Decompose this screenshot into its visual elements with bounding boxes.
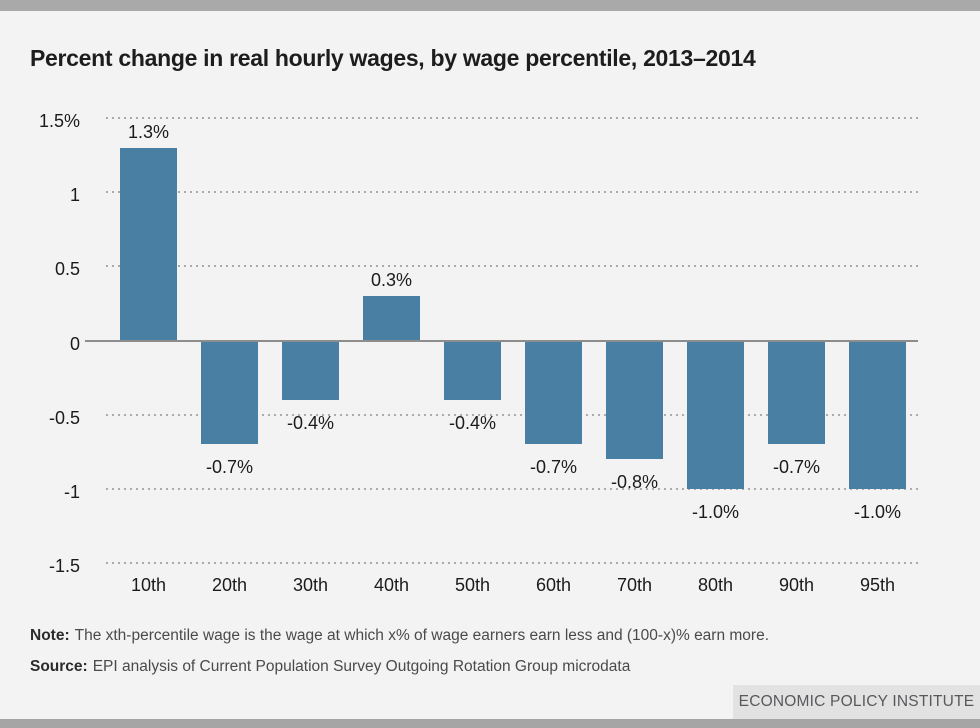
bar-value-label: -0.4% (286, 412, 335, 433)
note-text: The xth-percentile wage is the wage at w… (74, 627, 770, 644)
y-tick-label: 1 (69, 185, 80, 206)
bar-value-label: -1.0% (853, 501, 902, 522)
bottom-border-bar (0, 719, 980, 728)
gridline (106, 562, 918, 564)
bar-value-label: 0.3% (370, 270, 413, 290)
x-tick-label: 70th (616, 575, 653, 595)
x-tick-label: 80th (697, 575, 734, 595)
top-border-bar (0, 0, 980, 11)
bar-30th (282, 340, 339, 400)
gridline (106, 191, 918, 194)
bar-70th (606, 340, 663, 460)
y-tick-label: 1.5% (38, 111, 80, 131)
footer-brand-text: ECONOMIC POLICY INSTITUTE (738, 693, 975, 710)
bar-20th (201, 340, 258, 445)
gridline (106, 487, 918, 490)
x-tick-label: 20th (211, 575, 248, 595)
y-tick-label: 0.5 (54, 259, 80, 280)
bar-95th (849, 340, 906, 489)
zero-baseline (85, 339, 918, 342)
bar-value-label: 1.3% (127, 121, 170, 142)
x-tick-label: 90th (778, 575, 815, 595)
gridline (106, 117, 918, 119)
bar-10th (120, 147, 177, 341)
x-tick-label: 40th (373, 575, 410, 595)
note-label: Note: (30, 627, 70, 644)
bar-value-label: -0.4% (448, 412, 497, 433)
x-tick-label: 50th (454, 575, 491, 595)
y-tick-label: -1 (63, 481, 80, 502)
source-label: Source: (30, 658, 88, 675)
chart-title: Percent change in real hourly wages, by … (30, 45, 756, 71)
y-tick-label: -1.5 (48, 556, 80, 576)
x-tick-label: 10th (130, 575, 167, 595)
source-line: Source: EPI analysis of Current Populatio… (30, 658, 930, 676)
bar-60th (525, 340, 582, 445)
y-tick-label: -0.5 (48, 407, 80, 428)
footer-brand-box: ECONOMIC POLICY INSTITUTE (733, 685, 980, 719)
bar-value-label: -0.7% (529, 457, 578, 478)
gridline (106, 265, 918, 268)
note-line: Note: The xth-percentile wage is the wage… (30, 627, 930, 645)
bar-50th (444, 340, 501, 400)
bar-value-label: -0.7% (772, 457, 821, 478)
bar-40th (363, 296, 420, 341)
bar-chart-plot-area: 1.3% -0.7% -0.4% 0.3% -0.4% -0.7% -0.8% -1.0% -0… (85, 117, 918, 564)
bar-value-label: -0.7% (205, 457, 254, 478)
x-tick-label: 60th (535, 575, 572, 595)
x-tick-label: 95th (859, 575, 896, 595)
y-tick-label: 0 (69, 333, 80, 354)
bar-value-label: -0.8% (610, 472, 659, 493)
source-text: EPI analysis of Current Population Surve… (92, 658, 631, 675)
bar-value-label: -1.0% (691, 501, 740, 522)
x-tick-label: 30th (292, 575, 329, 595)
bar-90th (768, 340, 825, 445)
gridline (106, 413, 918, 416)
bar-80th (687, 340, 744, 489)
